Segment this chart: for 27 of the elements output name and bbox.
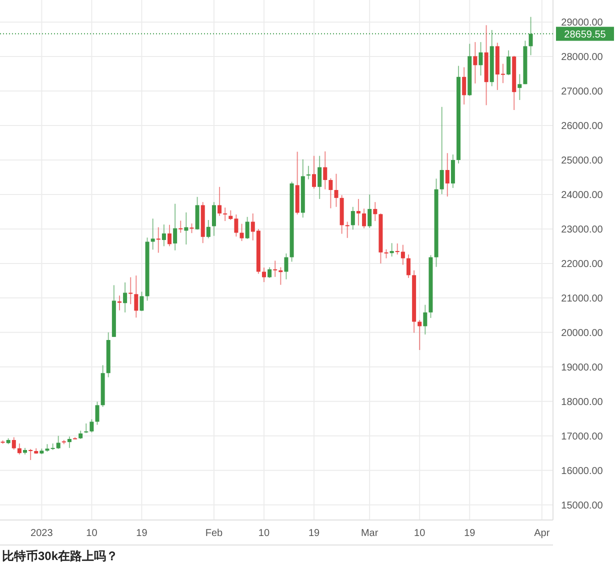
y-tick-label: 16000.00 bbox=[561, 466, 604, 477]
y-tick-label: 20000.00 bbox=[561, 328, 604, 339]
y-tick-label: 15000.00 bbox=[561, 500, 604, 512]
x-tick-label: 19 bbox=[308, 528, 320, 539]
y-tick-label: 29000.00 bbox=[561, 18, 604, 29]
x-tick-label: 10 bbox=[414, 528, 426, 539]
x-tick-label: 19 bbox=[136, 528, 148, 539]
y-tick-label: 26000.00 bbox=[561, 121, 604, 132]
ref-line-label: 28659.55 bbox=[564, 29, 606, 40]
y-tick-label: 24000.00 bbox=[561, 190, 604, 201]
y-tick-label: 18000.00 bbox=[561, 396, 604, 408]
y-tick-label: 28000.00 bbox=[561, 52, 604, 64]
x-tick-label: Mar bbox=[360, 528, 379, 539]
x-tick-label: 19 bbox=[464, 528, 476, 539]
y-tick-label: 21000.00 bbox=[561, 293, 604, 304]
y-tick-label: 27000.00 bbox=[561, 86, 604, 98]
text: 比特币30k在路上吗？ bbox=[2, 549, 118, 563]
x-tick-label: 10 bbox=[258, 528, 270, 539]
y-tick-label: 17000.00 bbox=[561, 431, 604, 442]
y-tick-label: 23000.00 bbox=[561, 224, 604, 236]
x-tick-label: Apr bbox=[534, 528, 550, 539]
y-tick-label: 25000.00 bbox=[561, 156, 604, 166]
x-tick-label: 10 bbox=[86, 528, 98, 539]
x-tick-label: 2023 bbox=[30, 528, 54, 539]
y-tick-label: 22000.00 bbox=[561, 258, 604, 270]
y-tick-label: 19000.00 bbox=[561, 362, 604, 374]
x-tick-label: Feb bbox=[205, 528, 224, 539]
